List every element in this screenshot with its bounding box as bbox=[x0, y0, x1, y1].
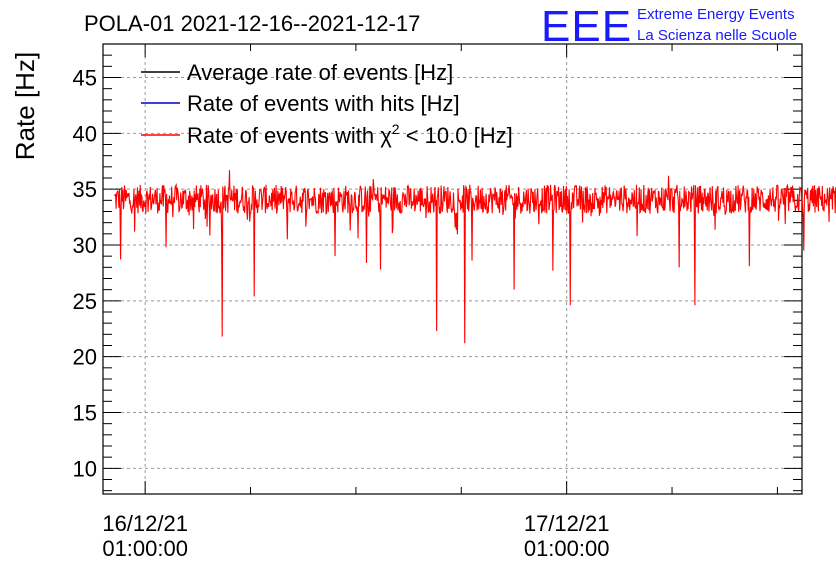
x-tick-label-time-0: 01:00:00 bbox=[102, 536, 188, 561]
logo-eee-text: EEE bbox=[541, 2, 632, 51]
series bbox=[114, 170, 836, 344]
y-tick-label-25: 25 bbox=[73, 289, 97, 314]
legend: Average rate of events [Hz] Rate of even… bbox=[141, 60, 513, 148]
legend-label-hits: Rate of events with hits [Hz] bbox=[187, 91, 460, 116]
plot-frame bbox=[102, 43, 803, 495]
grid bbox=[103, 44, 802, 494]
y-tick-label-30: 30 bbox=[73, 233, 97, 258]
x-tick-label-date-0: 16/12/21 bbox=[102, 511, 188, 536]
y-tick-label-45: 45 bbox=[73, 65, 97, 90]
y-axis-label: Rate [Hz] bbox=[10, 52, 40, 160]
eee-logo: EEE Extreme Energy Events La Scienza nel… bbox=[541, 2, 797, 51]
legend-label-average: Average rate of events [Hz] bbox=[187, 60, 453, 85]
y-tick-label-40: 40 bbox=[73, 121, 97, 146]
axis-ticks bbox=[103, 43, 802, 494]
y-tick-label-15: 15 bbox=[73, 400, 97, 425]
x-tick-label-date-1: 17/12/21 bbox=[524, 511, 610, 536]
series-line-chi2 bbox=[114, 170, 836, 344]
y-tick-label-20: 20 bbox=[73, 345, 97, 370]
x-tick-label-time-1: 01:00:00 bbox=[524, 536, 610, 561]
chart-title: POLA-01 2021-12-16--2021-12-17 bbox=[84, 11, 420, 36]
legend-label-chi2: Rate of events with χ2 < 10.0 [Hz] bbox=[187, 121, 513, 148]
y-tick-label-10: 10 bbox=[73, 456, 97, 481]
logo-line1: Extreme Energy Events bbox=[637, 6, 795, 23]
logo-line2: La Scienza nelle Scuole bbox=[637, 27, 797, 44]
y-tick-label-35: 35 bbox=[73, 177, 97, 202]
y-tick-labels: 10 15 20 25 30 35 40 45 bbox=[73, 65, 97, 481]
